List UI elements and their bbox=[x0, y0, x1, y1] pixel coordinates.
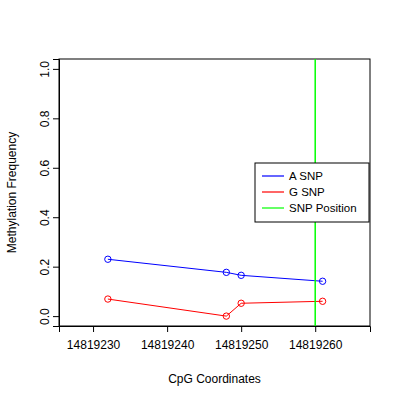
plot-frame bbox=[59, 59, 370, 326]
legend-swatch bbox=[262, 175, 284, 176]
y-tick: 0.8 bbox=[38, 110, 59, 127]
series-point bbox=[223, 269, 229, 275]
y-tick-label: 0.4 bbox=[38, 209, 52, 226]
series-line bbox=[108, 299, 323, 316]
x-tick-mark bbox=[315, 326, 316, 332]
y-tick-label: 0.0 bbox=[38, 308, 52, 325]
x-tick-label: 14819260 bbox=[289, 338, 343, 352]
y-tick-mark bbox=[53, 217, 59, 218]
series-point bbox=[223, 313, 229, 319]
series-point bbox=[105, 256, 111, 262]
x-axis-title: CpG Coordinates bbox=[168, 372, 261, 386]
plot-area bbox=[105, 59, 326, 326]
y-tick-mark bbox=[53, 168, 59, 169]
legend-label: A SNP bbox=[289, 170, 323, 182]
series-point bbox=[238, 272, 244, 278]
y-axis: 0.0 0.2 0.4 0.6 0.8 1.0 bbox=[38, 60, 60, 327]
legend-swatch bbox=[262, 191, 284, 192]
y-tick: 1.0 bbox=[38, 61, 59, 78]
y-axis-title: Methylation Frequency bbox=[5, 132, 19, 253]
y-tick: 0.4 bbox=[38, 209, 59, 226]
x-tick: 14819240 bbox=[141, 326, 195, 352]
series-point bbox=[319, 278, 325, 284]
legend-label: G SNP bbox=[289, 186, 325, 198]
series-point bbox=[105, 296, 111, 302]
x-axis: 14819230 14819240 14819250 14819260 bbox=[60, 326, 371, 352]
y-tick: 0.2 bbox=[38, 259, 59, 276]
y-axis-line bbox=[53, 60, 60, 327]
y-tick-mark bbox=[53, 69, 59, 70]
x-tick-mark bbox=[167, 326, 168, 332]
y-tick-mark bbox=[53, 267, 59, 268]
series-line bbox=[108, 259, 323, 281]
x-tick-label: 14819230 bbox=[67, 338, 121, 352]
legend-swatch bbox=[262, 207, 284, 208]
chart: 148192301481924014819250148192600.00.20.… bbox=[0, 0, 400, 400]
legend: A SNP G SNP SNP Position bbox=[255, 163, 369, 222]
x-tick: 14819260 bbox=[289, 326, 343, 352]
y-tick-label: 0.2 bbox=[38, 259, 52, 276]
y-tick: 0.0 bbox=[38, 308, 59, 325]
y-tick-label: 0.8 bbox=[38, 110, 52, 127]
y-tick: 0.6 bbox=[38, 160, 59, 177]
series-point bbox=[319, 298, 325, 304]
x-tick: 14819230 bbox=[67, 326, 121, 352]
x-tick: 14819250 bbox=[215, 326, 269, 352]
y-tick-label: 1.0 bbox=[38, 61, 52, 78]
x-tick-label: 14819240 bbox=[141, 338, 195, 352]
legend-label: SNP Position bbox=[289, 202, 357, 214]
series-point bbox=[238, 300, 244, 306]
x-tick-mark bbox=[93, 326, 94, 332]
x-axis-line bbox=[60, 327, 371, 333]
y-tick-mark bbox=[53, 118, 59, 119]
x-tick-mark bbox=[241, 326, 242, 332]
y-tick-mark bbox=[53, 316, 59, 317]
y-tick-label: 0.6 bbox=[38, 160, 52, 177]
legend-box bbox=[255, 163, 369, 222]
x-tick-label: 14819250 bbox=[215, 338, 269, 352]
